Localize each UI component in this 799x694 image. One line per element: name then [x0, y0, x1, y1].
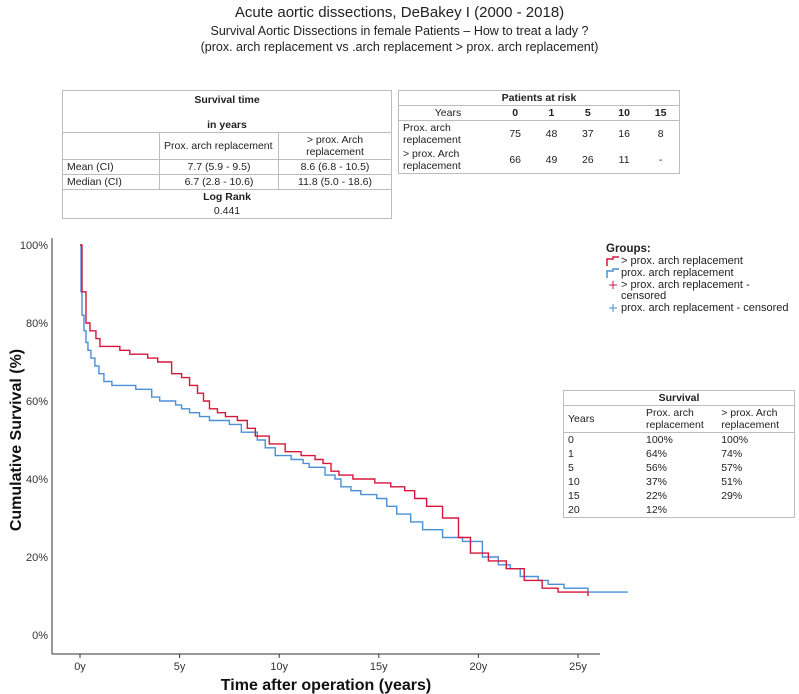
risk-year: 10 [605, 105, 643, 121]
x-tick-label: 0y [74, 661, 86, 673]
survival-year: 20 [568, 504, 580, 516]
x-axis-label: Time after operation (years) [221, 677, 431, 694]
x-tick-label: 20y [470, 661, 488, 673]
survival-time-cell: 6.7 (2.8 - 10.6) [159, 174, 279, 190]
survival-year: 5 [568, 462, 574, 474]
legend-label: prox. arch replacement [621, 267, 734, 279]
y-tick-label: 40% [26, 474, 48, 486]
survival-time-col1: Prox. arch replacement [159, 132, 279, 160]
survival-col2: > prox. Arch replacement [717, 405, 795, 433]
survival-time-subtitle: in years [62, 107, 392, 133]
survival-cell: 51% [721, 476, 743, 488]
x-tick-label: 10y [270, 661, 288, 673]
survival-cell: 100% [646, 434, 673, 446]
survival-time-title: Survival time [62, 90, 392, 107]
logrank-value: 0.441 [62, 204, 392, 219]
risk-year: 0 [497, 105, 534, 121]
survival-years-label: Years [563, 405, 642, 433]
risk-cell: 8 [657, 128, 664, 140]
y-axis-label: Cumulative Survival (%) [8, 349, 25, 531]
survival-year: 15 [568, 490, 580, 502]
risk-years-label: Years [398, 105, 497, 121]
survival-year: 0 [568, 434, 574, 446]
y-tick-label: 0% [32, 630, 48, 642]
chart-subtitle-2: (prox. arch replacement vs .arch replace… [200, 40, 599, 54]
risk-cell: 37 [581, 128, 594, 140]
survival-cell [717, 503, 794, 518]
survival-table-title: Survival [563, 390, 795, 406]
legend-item: > prox. arch replacement [606, 256, 796, 267]
legend: Groups: > prox. arch replacement prox. a… [606, 243, 796, 315]
chart-title: Acute aortic dissections, DeBakey I (200… [234, 4, 565, 21]
risk-cell: 16 [618, 128, 630, 140]
y-tick-label: 20% [26, 552, 48, 564]
risk-row-label: Prox. arch replacement [403, 122, 461, 146]
step-line-icon [606, 256, 619, 266]
survival-time-table: Survival time in years Prox. arch replac… [62, 90, 392, 219]
survival-time-col2: > prox. Arch replacement [278, 132, 392, 160]
x-tick-label: 15y [370, 661, 388, 673]
survival-cell: 74% [721, 448, 743, 460]
legend-item: prox. arch replacement [606, 268, 796, 279]
chart-subtitle: Survival Aortic Dissections in female Pa… [210, 24, 589, 38]
survival-time-cell: 11.8 (5.0 - 18.6) [278, 174, 392, 190]
legend-label: prox. arch replacement - censored [621, 302, 789, 314]
y-tick-label: 80% [26, 318, 48, 330]
survival-col1: Prox. arch replacement [642, 405, 718, 433]
survival-time-cell: 7.7 (5.9 - 9.5) [159, 159, 279, 175]
risk-cell: - [658, 154, 663, 166]
censor-cross-icon [609, 304, 617, 312]
risk-cell: 26 [581, 154, 594, 166]
censor-cross-icon [609, 281, 617, 289]
risk-cell: 49 [545, 154, 558, 166]
x-tick-label: 5y [174, 661, 186, 673]
km-curve-0 [80, 244, 628, 593]
survival-table: Survival Years Prox. arch replacement > … [563, 390, 795, 518]
risk-cell: 75 [509, 128, 521, 140]
survival-year: 1 [568, 448, 574, 460]
survival-time-row-label: Median (CI) [62, 174, 160, 190]
risk-year: 15 [642, 105, 680, 121]
survival-cell: 57% [721, 462, 743, 474]
risk-year: 1 [533, 105, 570, 121]
km-curve-1 [80, 244, 589, 596]
risk-cell: 48 [545, 128, 558, 140]
survival-time-row-label: Mean (CI) [62, 159, 160, 175]
risk-cell: 11 [618, 154, 630, 166]
risk-row-label: > prox. Arch replacement [403, 148, 461, 172]
patients-at-risk-table: Patients at risk Years 0 1 5 10 15 Prox.… [398, 90, 680, 174]
survival-time-cell: 8.6 (6.8 - 10.5) [278, 159, 392, 175]
survival-cell: 22% [646, 490, 668, 502]
survival-cell: 29% [721, 490, 743, 502]
survival-year: 10 [568, 476, 580, 488]
y-tick-label: 100% [20, 240, 48, 252]
risk-year: 5 [569, 105, 606, 121]
legend-item: > prox. arch replacement - censored [606, 280, 796, 302]
survival-cell: 12% [646, 504, 668, 516]
legend-title: Groups: [606, 243, 651, 255]
y-tick-label: 60% [26, 396, 48, 408]
survival-cell: 100% [721, 434, 749, 446]
survival-cell: 64% [646, 448, 668, 460]
survival-cell: 56% [646, 462, 668, 474]
step-line-icon [606, 268, 619, 278]
logrank-label: Log Rank [62, 189, 392, 204]
x-tick-label: 25y [569, 661, 587, 673]
legend-item: prox. arch replacement - censored [606, 303, 796, 314]
survival-cell: 37% [646, 476, 668, 488]
legend-label: > prox. arch replacement - censored [621, 279, 750, 302]
legend-label: > prox. arch replacement [621, 255, 743, 267]
risk-cell: 66 [509, 154, 521, 166]
risk-table-title: Patients at risk [398, 90, 680, 106]
